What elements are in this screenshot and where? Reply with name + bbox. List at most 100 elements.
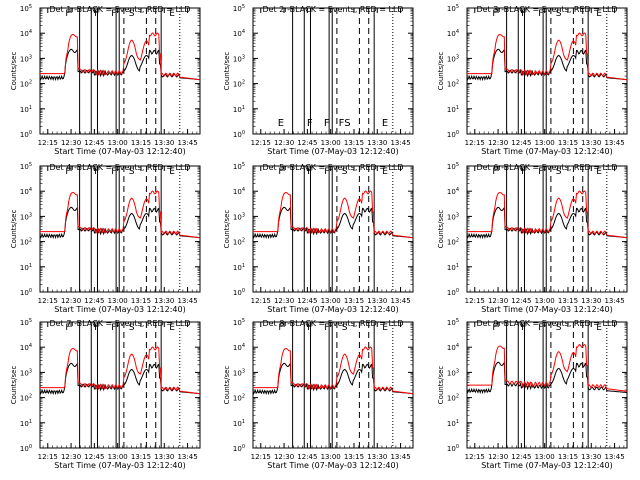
panel-title: Det 1r-BLACK = Events, RED = LLD: [49, 5, 190, 14]
x-tick-label: 12:30: [61, 139, 81, 147]
x-tick-label: 12:45: [84, 297, 104, 305]
flag-label: S: [342, 323, 348, 333]
x-tick-label: 12:30: [488, 139, 508, 147]
y-tick-label: 102: [20, 238, 32, 247]
red-lld-curve: [40, 32, 201, 81]
flag-label: F: [538, 167, 543, 177]
x-tick-label: 12:15: [38, 453, 58, 461]
x-tick-label: 13:45: [390, 453, 410, 461]
x-tick-label: 12:45: [297, 453, 317, 461]
red-lld-curve: [253, 190, 414, 239]
flag-label: F: [324, 118, 330, 129]
x-tick-label: 13:00: [108, 139, 128, 147]
flag-label: F: [65, 323, 70, 333]
x-tick-label: 13:00: [321, 297, 341, 305]
panel-title: Det 2r-BLACK = Events, RED = LLD: [262, 5, 403, 14]
flag-label: E: [382, 167, 388, 177]
y-tick-label: 104: [233, 187, 245, 196]
flag-label: S: [556, 323, 562, 333]
x-axis-title: Start Time (07-May-03 12:12:40): [481, 305, 612, 314]
x-tick-label: 13:30: [581, 297, 601, 305]
x-tick-label: 13:15: [558, 297, 578, 305]
y-tick-label: 101: [20, 419, 32, 428]
y-tick-label: 105: [447, 4, 459, 13]
x-tick-label: 13:15: [558, 139, 578, 147]
y-tick-label: 100: [447, 130, 459, 139]
flag-label: F: [307, 167, 312, 177]
x-tick-label: 13:45: [604, 297, 624, 305]
y-tick-label: 102: [233, 80, 245, 89]
y-tick-label: 103: [20, 54, 32, 63]
panel-title: Det 5r-BLACK = Events, RED = LLD: [262, 163, 403, 172]
flag-label: E: [596, 323, 602, 333]
y-tick-label: 101: [233, 105, 245, 114]
y-tick-label: 105: [233, 318, 245, 327]
y-tick-label: 100: [233, 288, 245, 297]
y-tick-label: 101: [20, 263, 32, 272]
flag-label: F: [94, 9, 99, 19]
flag-label: F: [492, 323, 497, 333]
y-axis-title: Counts/sec: [10, 210, 18, 249]
y-axis-title: Counts/sec: [437, 52, 445, 91]
x-tick-label: 12:30: [274, 453, 294, 461]
flag-label: F: [521, 323, 526, 333]
panel-title: Det 6r-BLACK = Events, RED = LLD: [476, 163, 617, 172]
panel-title: Det 8r-BLACK = Events, RED = LLD: [262, 319, 403, 328]
red-lld-curve: [40, 190, 201, 239]
x-tick-label: 13:15: [131, 453, 151, 461]
flag-label: FS: [339, 118, 351, 129]
flag-label: F: [521, 9, 526, 19]
y-tick-label: 104: [233, 29, 245, 38]
y-axis-title: Counts/sec: [10, 366, 18, 405]
y-tick-label: 100: [20, 288, 32, 297]
y-tick-label: 103: [447, 368, 459, 377]
panel-det-7: Det 7r-BLACK = Events, RED = LLD 100 101 10…: [10, 318, 201, 470]
flag-label: E: [596, 9, 602, 19]
flag-label: S: [129, 9, 135, 19]
y-tick-label: 102: [447, 80, 459, 89]
y-tick-label: 105: [233, 4, 245, 13]
y-tick-label: 104: [233, 343, 245, 352]
x-tick-label: 13:00: [321, 453, 341, 461]
flag-label: S: [556, 167, 562, 177]
y-tick-label: 103: [447, 212, 459, 221]
plot-frame: [39, 165, 201, 293]
x-tick-label: 13:00: [108, 453, 128, 461]
panel-det-3: Det 3r-BLACK = Events, RED = LLD 100 101 10…: [437, 4, 628, 156]
y-tick-label: 103: [233, 212, 245, 221]
flag-label: F: [278, 323, 283, 333]
x-tick-label: 13:00: [535, 453, 555, 461]
x-tick-label: 12:30: [274, 139, 294, 147]
black-events-curve: [466, 361, 628, 395]
x-tick-label: 13:15: [131, 139, 151, 147]
y-axis-title: Counts/sec: [223, 366, 231, 405]
panel-title: Det 9r-BLACK = Events, RED = LLD: [476, 319, 617, 328]
y-axis-title: Counts/sec: [223, 210, 231, 249]
x-axis-title: Start Time (07-May-03 12:12:40): [267, 305, 398, 314]
flag-label: F: [111, 167, 116, 177]
x-tick-label: 13:30: [154, 297, 174, 305]
x-tick-label: 13:45: [177, 453, 197, 461]
red-lld-curve: [467, 32, 628, 81]
y-tick-label: 102: [447, 394, 459, 403]
x-tick-label: 12:30: [61, 297, 81, 305]
y-tick-label: 101: [233, 419, 245, 428]
x-tick-label: 12:15: [38, 139, 58, 147]
flag-label: E: [382, 323, 388, 333]
y-tick-label: 101: [447, 263, 459, 272]
x-tick-label: 13:30: [581, 453, 601, 461]
x-tick-label: 13:15: [131, 297, 151, 305]
x-tick-label: 12:15: [251, 139, 271, 147]
x-tick-label: 13:15: [344, 297, 364, 305]
flag-label: E: [596, 167, 602, 177]
y-axis-title: Counts/sec: [437, 366, 445, 405]
x-tick-label: 12:45: [297, 297, 317, 305]
flag-label: F: [521, 167, 526, 177]
flag-label: F: [278, 167, 283, 177]
x-tick-label: 12:30: [61, 453, 81, 461]
red-lld-curve: [253, 346, 414, 395]
x-axis-title: Start Time (07-May-03 12:12:40): [267, 147, 398, 156]
flag-label: F: [111, 323, 116, 333]
panel-det-9: Det 9r-BLACK = Events, RED = LLD 100 101 10…: [437, 318, 628, 470]
